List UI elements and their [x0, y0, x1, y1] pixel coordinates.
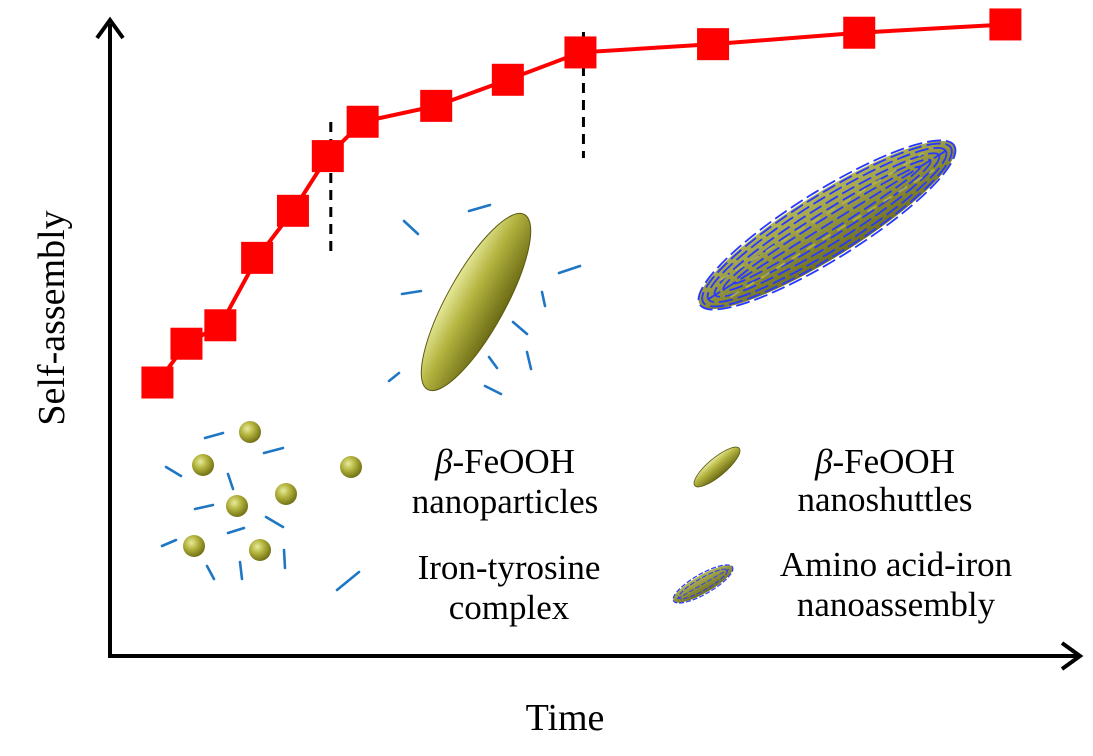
legend-complex-line2: complex — [449, 588, 570, 627]
iron-complex-dashes-stage2 — [387, 203, 582, 396]
nanoassembly-icon — [672, 564, 734, 604]
data-point-marker — [170, 327, 203, 360]
nanoparticle-cluster-illustration — [160, 421, 297, 581]
y-axis-arrowhead — [95, 16, 125, 40]
data-point-marker — [989, 8, 1022, 41]
data-point-marker — [420, 89, 453, 122]
data-point-marker — [204, 309, 237, 342]
complex-dash-icon — [335, 570, 361, 592]
data-point-marker — [141, 366, 174, 399]
legend-entry-nanoassembly: Amino acid-iron nanoassembly — [672, 545, 1012, 624]
y-axis-label: Self-assembly — [31, 210, 73, 425]
data-point-marker — [697, 28, 730, 61]
nanoshuttle-icon — [693, 446, 741, 488]
legend-entry-iron-tyrosine-complex: Iron-tyrosine complex — [335, 548, 601, 627]
axes — [95, 16, 1084, 671]
data-point-marker — [564, 36, 597, 69]
data-point-marker — [843, 16, 876, 49]
legend-entry-nanoparticles: β-FeOOH nanoparticles — [340, 442, 598, 521]
legend-entry-nanoshuttles: β-FeOOH nanoshuttles — [693, 442, 973, 519]
data-point-marker — [241, 241, 274, 274]
data-point-marker — [276, 194, 309, 227]
data-point-marker — [311, 140, 344, 173]
legend-nanoshuttles-line2: nanoshuttles — [798, 480, 973, 519]
legend-nanoshuttles-line1-rest: -FeOOH — [832, 442, 954, 481]
legend-nanoassembly-line1: Amino acid-iron — [780, 545, 1012, 584]
legend-nanoparticles-line1-rest: -FeOOH — [452, 442, 574, 481]
nanoshuttle-large — [420, 212, 532, 392]
data-point-marker — [346, 105, 379, 138]
nanoparticle-spheres — [183, 421, 297, 561]
x-axis-arrowhead — [1060, 641, 1084, 671]
legend-nanoparticles-line2: nanoparticles — [412, 482, 599, 521]
legend-nanoassembly-line2: nanoassembly — [797, 585, 996, 624]
legend: β-FeOOH nanoparticles β-FeOOH nanoshuttl… — [335, 442, 1012, 627]
nanoassembly-wires — [697, 139, 957, 311]
data-point-marker — [491, 63, 524, 96]
legend-nanoparticles-line1: β-FeOOH — [434, 442, 575, 481]
legend-complex-line1: Iron-tyrosine — [418, 548, 601, 587]
legend-nanoshuttles-line1: β-FeOOH — [814, 442, 955, 481]
data-series — [141, 8, 1022, 399]
nanoassembly-illustration — [697, 139, 957, 311]
nanoshuttle-with-complex-illustration — [387, 203, 582, 396]
iron-complex-dashes-stage1 — [160, 431, 287, 581]
nanoparticle-sphere-icon — [340, 456, 362, 478]
x-axis-label: Time — [526, 697, 605, 739]
